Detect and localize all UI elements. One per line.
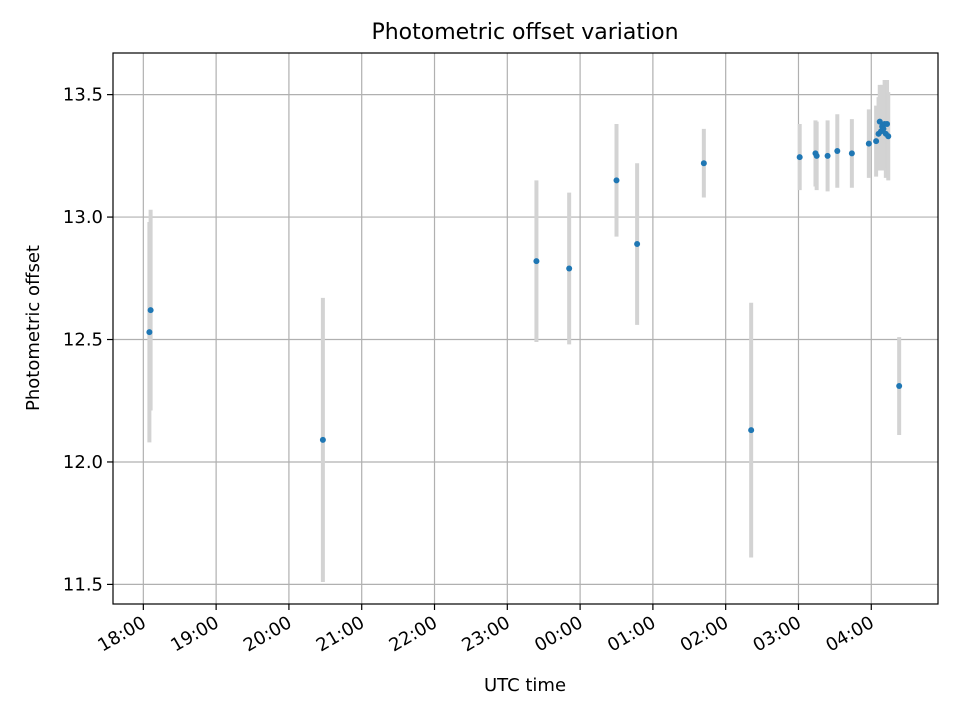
data-point: [613, 177, 620, 184]
data-points: [146, 118, 903, 443]
y-axis-label: Photometric offset: [23, 245, 44, 411]
data-point: [319, 436, 326, 443]
y-tick-label: 12.0: [63, 452, 103, 473]
data-point: [700, 160, 707, 167]
y-tick-label: 13.5: [63, 85, 103, 106]
data-point: [848, 150, 855, 157]
x-axis-label: UTC time: [484, 675, 566, 696]
data-point: [146, 329, 153, 336]
chart-title: Photometric offset variation: [371, 20, 678, 45]
data-point: [634, 241, 641, 248]
y-tick-label: 13.0: [63, 207, 103, 228]
data-point: [824, 152, 831, 159]
y-tick-label: 12.5: [63, 330, 103, 351]
data-point: [533, 258, 540, 265]
y-axis-ticks: 11.5 12.0 12.5 13.0 13.5: [63, 85, 113, 595]
data-point: [796, 154, 803, 161]
data-point: [566, 265, 573, 272]
data-point: [873, 138, 880, 145]
data-point: [880, 125, 887, 132]
plot-frame: [112, 52, 939, 605]
y-tick-label: 11.5: [63, 574, 103, 595]
data-point: [885, 133, 892, 140]
data-point: [896, 383, 903, 390]
data-point: [147, 307, 154, 314]
data-point: [834, 147, 841, 154]
data-point: [884, 121, 891, 128]
data-point: [865, 140, 872, 147]
data-point: [876, 118, 883, 125]
data-point: [813, 152, 820, 159]
data-point: [748, 427, 755, 434]
